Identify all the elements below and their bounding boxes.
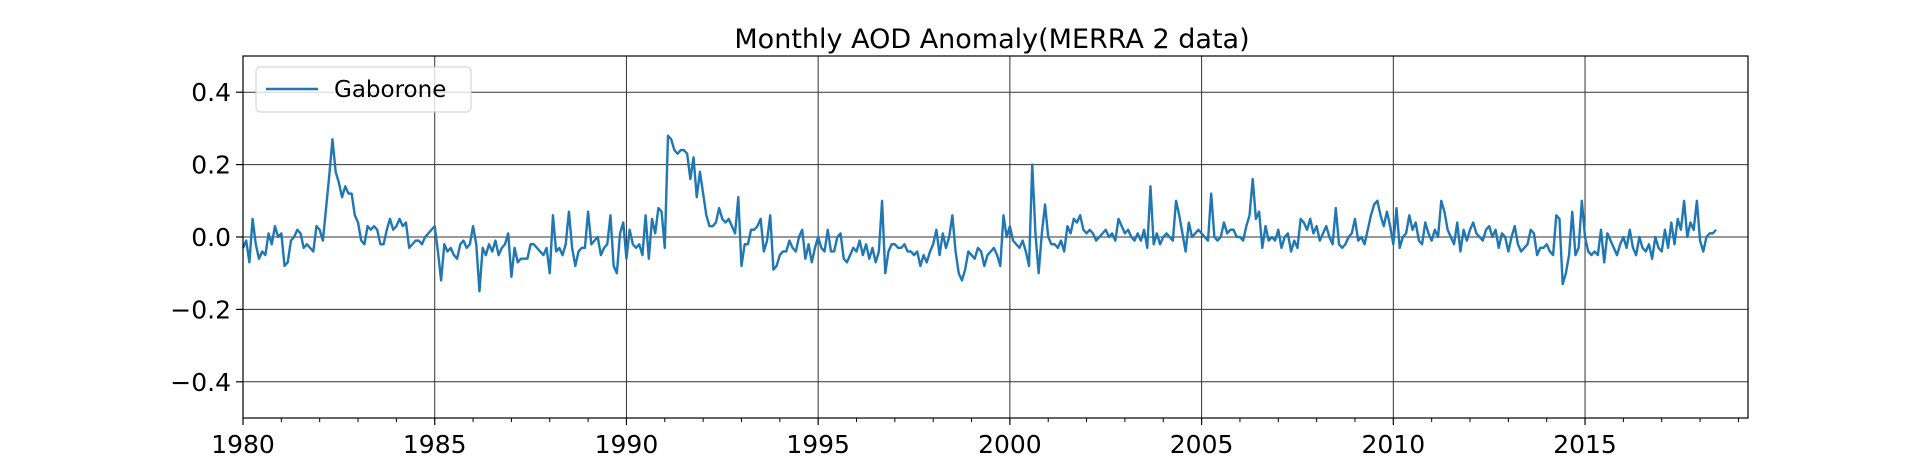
chart-title: Monthly AOD Anomaly(MERRA 2 data): [734, 24, 1249, 55]
x-tick-label: 2015: [1553, 430, 1617, 459]
x-tick-label: 1995: [786, 430, 850, 459]
axis-ticks: 1980 1985 1990 1995 2000 2005 2010 2015 −0.4 −0.2…: [170, 78, 1739, 459]
grid: [242, 56, 1748, 418]
x-tick-label: 2005: [1170, 430, 1234, 459]
x-tick-label: 1990: [595, 430, 659, 459]
y-tick-label: 0.2: [191, 151, 231, 180]
legend-label-gaborone: Gaborone: [334, 77, 446, 103]
y-tick-label: −0.2: [170, 295, 231, 324]
x-tick-label: 2010: [1362, 430, 1426, 459]
series-layer: [241, 134, 1717, 293]
y-tick-label: −0.4: [170, 368, 231, 397]
x-tick-label: 2000: [978, 430, 1042, 459]
x-tick-label: 1985: [403, 430, 467, 459]
x-tick-label: 1980: [211, 430, 275, 459]
y-tick-label: 0.4: [191, 78, 231, 107]
legend-frame: [255, 66, 472, 113]
y-tick-label: 0.0: [191, 223, 231, 252]
series-line-gaborone: [241, 134, 1717, 293]
legend: Gaborone: [255, 66, 472, 113]
